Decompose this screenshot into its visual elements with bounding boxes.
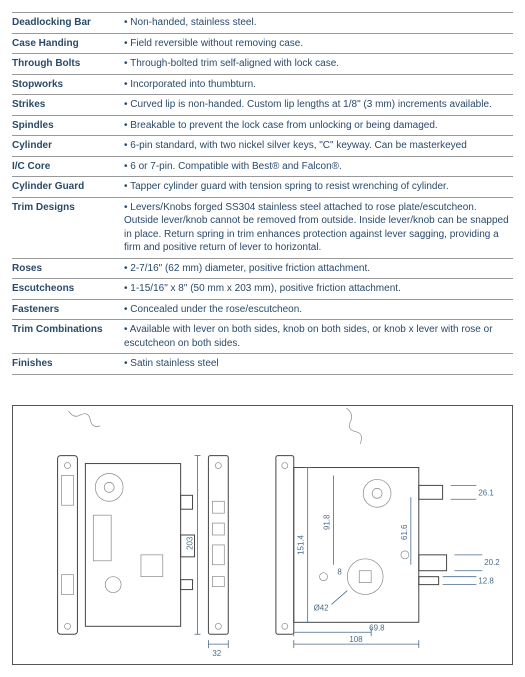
dim-backset: 69.8: [369, 623, 385, 632]
spec-row: Cylinder Guard• Tapper cylinder guard wi…: [12, 177, 513, 198]
spec-row: Deadlocking Bar• Non-handed, stainless s…: [12, 13, 513, 34]
spec-row: Spindles• Breakable to prevent the lock …: [12, 115, 513, 136]
spec-row: Roses• 2-7/16" (62 mm) diameter, positiv…: [12, 258, 513, 279]
spec-label: Cylinder: [12, 136, 124, 157]
spec-value: • Incorporated into thumbturn.: [124, 74, 513, 95]
spec-label: Roses: [12, 258, 124, 279]
spec-value: • 1-15/16" x 8" (50 mm x 203 mm), positi…: [124, 279, 513, 300]
spec-row: Fasteners• Concealed under the rose/escu…: [12, 299, 513, 320]
dim-202: 20.2: [484, 557, 499, 566]
spec-value: • 2-7/16" (62 mm) diameter, positive fri…: [124, 258, 513, 279]
spec-value: • Field reversible without removing case…: [124, 33, 513, 54]
spec-row: Stopworks• Incorporated into thumbturn.: [12, 74, 513, 95]
dim-body-upper: 91.8: [322, 514, 331, 530]
spec-row: Cylinder• 6-pin standard, with two nicke…: [12, 136, 513, 157]
spec-value: • Levers/Knobs forged SS304 stainless st…: [124, 197, 513, 258]
dim-hub-dia: Ø42: [314, 603, 329, 612]
dim-faceplate-width: 32: [212, 649, 221, 658]
dim-261: 26.1: [478, 488, 494, 497]
spec-label: Escutcheons: [12, 279, 124, 300]
spec-value: • Tapper cylinder guard with tension spr…: [124, 177, 513, 198]
spec-table-body: Deadlocking Bar• Non-handed, stainless s…: [12, 13, 513, 375]
dim-right-depth: 61.6: [400, 523, 409, 539]
dim-body-lower: 8: [337, 567, 342, 576]
spec-label: Cylinder Guard: [12, 177, 124, 198]
spec-label: Finishes: [12, 354, 124, 375]
spec-value: • Available with lever on both sides, kn…: [124, 320, 513, 354]
spec-row: I/C Core• 6 or 7-pin. Compatible with Be…: [12, 156, 513, 177]
spec-label: Stopworks: [12, 74, 124, 95]
dim-faceplate-height: 203: [186, 536, 195, 550]
spec-row: Trim Combinations• Available with lever …: [12, 320, 513, 354]
drawing-svg: 203 32 151.4 91.8 8: [13, 406, 512, 664]
spec-row: Through Bolts• Through-bolted trim self-…: [12, 54, 513, 75]
spec-value: • Curved lip is non-handed. Custom lip l…: [124, 95, 513, 116]
spec-label: Deadlocking Bar: [12, 13, 124, 34]
spec-table: Deadlocking Bar• Non-handed, stainless s…: [12, 12, 513, 375]
spec-value: • Through-bolted trim self-aligned with …: [124, 54, 513, 75]
spec-label: Strikes: [12, 95, 124, 116]
dim-case-depth: 108: [349, 635, 363, 644]
dim-128: 12.8: [478, 576, 494, 585]
spec-label: Trim Designs: [12, 197, 124, 258]
spec-row: Trim Designs• Levers/Knobs forged SS304 …: [12, 197, 513, 258]
spec-label: Spindles: [12, 115, 124, 136]
technical-drawing: 203 32 151.4 91.8 8: [12, 405, 513, 665]
spec-label: Through Bolts: [12, 54, 124, 75]
spec-row: Escutcheons• 1-15/16" x 8" (50 mm x 203 …: [12, 279, 513, 300]
spec-value: • Satin stainless steel: [124, 354, 513, 375]
dim-body-height: 151.4: [297, 534, 306, 554]
spec-value: • Non-handed, stainless steel.: [124, 13, 513, 34]
spec-label: Fasteners: [12, 299, 124, 320]
spec-value: • 6 or 7-pin. Compatible with Best® and …: [124, 156, 513, 177]
spec-label: I/C Core: [12, 156, 124, 177]
spec-value: • 6-pin standard, with two nickel silver…: [124, 136, 513, 157]
spec-value: • Concealed under the rose/escutcheon.: [124, 299, 513, 320]
spec-value: • Breakable to prevent the lock case fro…: [124, 115, 513, 136]
spec-label: Trim Combinations: [12, 320, 124, 354]
spec-row: Finishes• Satin stainless steel: [12, 354, 513, 375]
spec-row: Case Handing• Field reversible without r…: [12, 33, 513, 54]
spec-row: Strikes• Curved lip is non-handed. Custo…: [12, 95, 513, 116]
spec-label: Case Handing: [12, 33, 124, 54]
